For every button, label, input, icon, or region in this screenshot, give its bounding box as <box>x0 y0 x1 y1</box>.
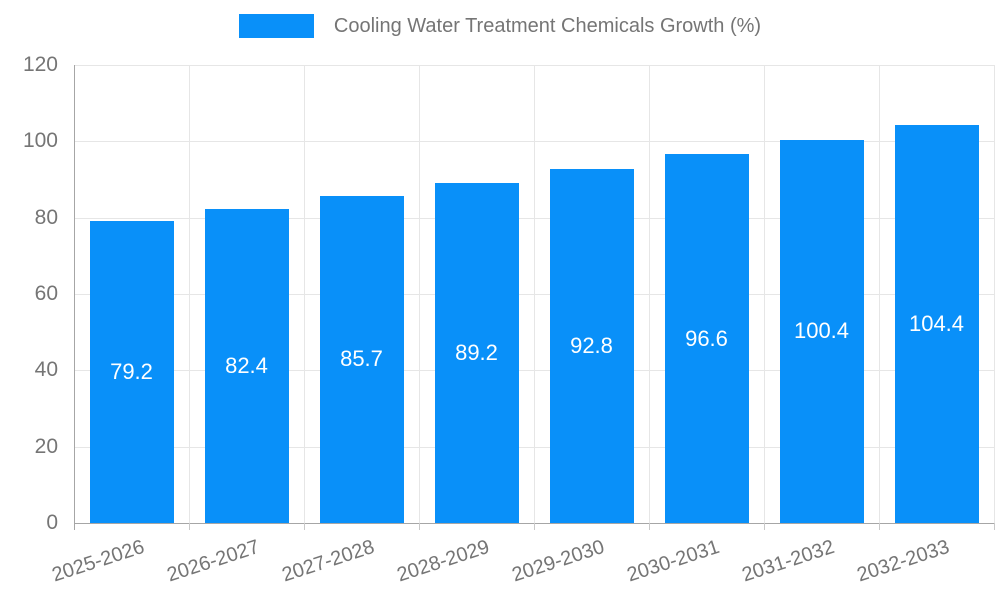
bar[interactable] <box>549 168 634 523</box>
v-gridline <box>304 65 305 523</box>
bar-value-label: 96.6 <box>685 325 728 351</box>
y-tick-label: 100 <box>22 129 58 153</box>
axis-minor-tick <box>649 523 650 530</box>
axis-minor-tick <box>764 523 765 530</box>
bar-value-label: 85.7 <box>340 346 383 372</box>
v-gridline <box>534 65 535 523</box>
axis-minor-tick <box>419 523 420 530</box>
y-tick-label: 20 <box>34 434 58 458</box>
chart-legend[interactable]: Cooling Water Treatment Chemicals Growth… <box>0 14 1000 38</box>
bar[interactable] <box>204 208 289 523</box>
bar[interactable] <box>894 124 979 523</box>
y-tick-label: 0 <box>46 511 58 534</box>
v-gridline <box>879 65 880 523</box>
axis-minor-tick <box>534 523 535 530</box>
legend-swatch <box>238 14 314 38</box>
bar-value-label: 100.4 <box>793 318 850 344</box>
v-gridline <box>419 65 420 523</box>
bar-value-label: 79.2 <box>110 358 153 384</box>
v-gridline <box>764 65 765 523</box>
bar[interactable] <box>434 182 519 523</box>
y-tick-label: 40 <box>34 358 58 382</box>
y-tick-label: 80 <box>34 205 58 229</box>
bar-value-label: 82.4 <box>225 352 268 378</box>
y-tick-label: 120 <box>22 53 58 76</box>
v-gridline <box>189 65 190 523</box>
y-axis-line <box>74 65 75 523</box>
bar[interactable] <box>89 220 174 523</box>
axis-minor-tick <box>189 523 190 530</box>
bar-value-label: 92.8 <box>570 332 613 358</box>
bar[interactable] <box>779 139 864 523</box>
v-gridline <box>649 65 650 523</box>
bar-value-label: 89.2 <box>455 339 498 365</box>
v-gridline <box>994 65 995 523</box>
bar-value-label: 104.4 <box>908 310 965 336</box>
axis-minor-tick <box>304 523 305 530</box>
axis-minor-tick <box>994 523 995 530</box>
axis-minor-tick <box>74 523 75 530</box>
legend-label: Cooling Water Treatment Chemicals Growth… <box>333 14 762 37</box>
axis-minor-tick <box>879 523 880 530</box>
bar[interactable] <box>319 195 404 523</box>
bar[interactable] <box>664 154 749 523</box>
y-tick-label: 60 <box>34 282 58 305</box>
